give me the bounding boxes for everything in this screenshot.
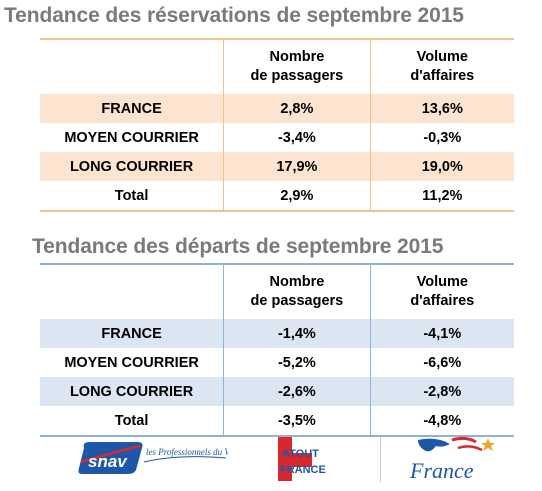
table-row: FRANCE 2,8% 13,6%: [40, 94, 514, 123]
row-label: Total: [114, 412, 149, 429]
cell-affaires: -4,1%: [369, 319, 514, 348]
row-label: FRANCE: [40, 94, 224, 123]
departs-title: Tendance des départs de septembre 2015: [32, 235, 444, 258]
row-label: MOYEN COURRIER: [64, 129, 199, 146]
france-logo: France: [409, 436, 495, 483]
cell-passagers: -5,2%: [223, 348, 371, 377]
table-row: MOYEN COURRIER -3,4% -0,3%: [40, 123, 514, 152]
row-label: FRANCE: [40, 319, 224, 348]
reservations-table: Nombre de passagers Volume d'affaires FR…: [40, 38, 514, 212]
logo-divider: [380, 436, 381, 482]
row-label: LONG COURRIER: [40, 377, 224, 406]
snav-logo-text: snav: [88, 452, 128, 471]
atout-logo-line2: FRANCE: [280, 464, 326, 476]
cell-affaires: -0,3%: [369, 123, 514, 152]
table-row: FRANCE -1,4% -4,1%: [40, 319, 514, 348]
cell-affaires: -4,8%: [369, 406, 514, 436]
header-affaires: Volume d'affaires: [369, 264, 514, 319]
cell-passagers: 2,9%: [223, 181, 371, 211]
cell-passagers: -3,5%: [223, 406, 371, 436]
cell-affaires: -2,8%: [369, 377, 514, 406]
header-passagers: Nombre de passagers: [223, 39, 371, 94]
cell-passagers: -1,4%: [223, 319, 371, 348]
cell-passagers: -3,4%: [223, 123, 371, 152]
header-empty-cell: [40, 264, 224, 319]
header-affaires: Volume d'affaires: [369, 39, 514, 94]
snav-logo: snav les Professionnels du Voyage: [78, 442, 228, 474]
cell-affaires: 19,0%: [369, 152, 514, 181]
row-label: Total: [114, 187, 149, 204]
reservations-title: Tendance des réservations de septembre 2…: [4, 4, 464, 27]
atout-france-logo: ATOUT FRANCE: [278, 437, 326, 481]
row-label: MOYEN COURRIER: [64, 354, 199, 371]
france-logo-text: France: [409, 458, 474, 483]
table-header-row: Nombre de passagers Volume d'affaires: [40, 264, 514, 319]
cell-passagers: 2,8%: [223, 94, 371, 123]
header-passagers: Nombre de passagers: [223, 264, 371, 319]
table-row: LONG COURRIER 17,9% 19,0%: [40, 152, 514, 181]
cell-affaires: -6,6%: [369, 348, 514, 377]
snav-logo-tagline: les Professionnels du Voyage: [146, 447, 228, 457]
row-label: LONG COURRIER: [40, 152, 224, 181]
table-row: MOYEN COURRIER -5,2% -6,6%: [40, 348, 514, 377]
cell-passagers: 17,9%: [223, 152, 371, 181]
header-empty-cell: [40, 39, 224, 94]
atout-logo-line1: ATOUT: [282, 448, 319, 460]
table-row-total: Total -3,5% -4,8%: [40, 406, 514, 436]
table-header-row: Nombre de passagers Volume d'affaires: [40, 39, 514, 94]
table-row-total: Total 2,9% 11,2%: [40, 181, 514, 211]
cell-affaires: 11,2%: [369, 181, 514, 211]
cell-affaires: 13,6%: [369, 94, 514, 123]
cell-passagers: -2,6%: [223, 377, 371, 406]
table-row: LONG COURRIER -2,6% -2,8%: [40, 377, 514, 406]
departs-table: Nombre de passagers Volume d'affaires FR…: [40, 263, 514, 437]
